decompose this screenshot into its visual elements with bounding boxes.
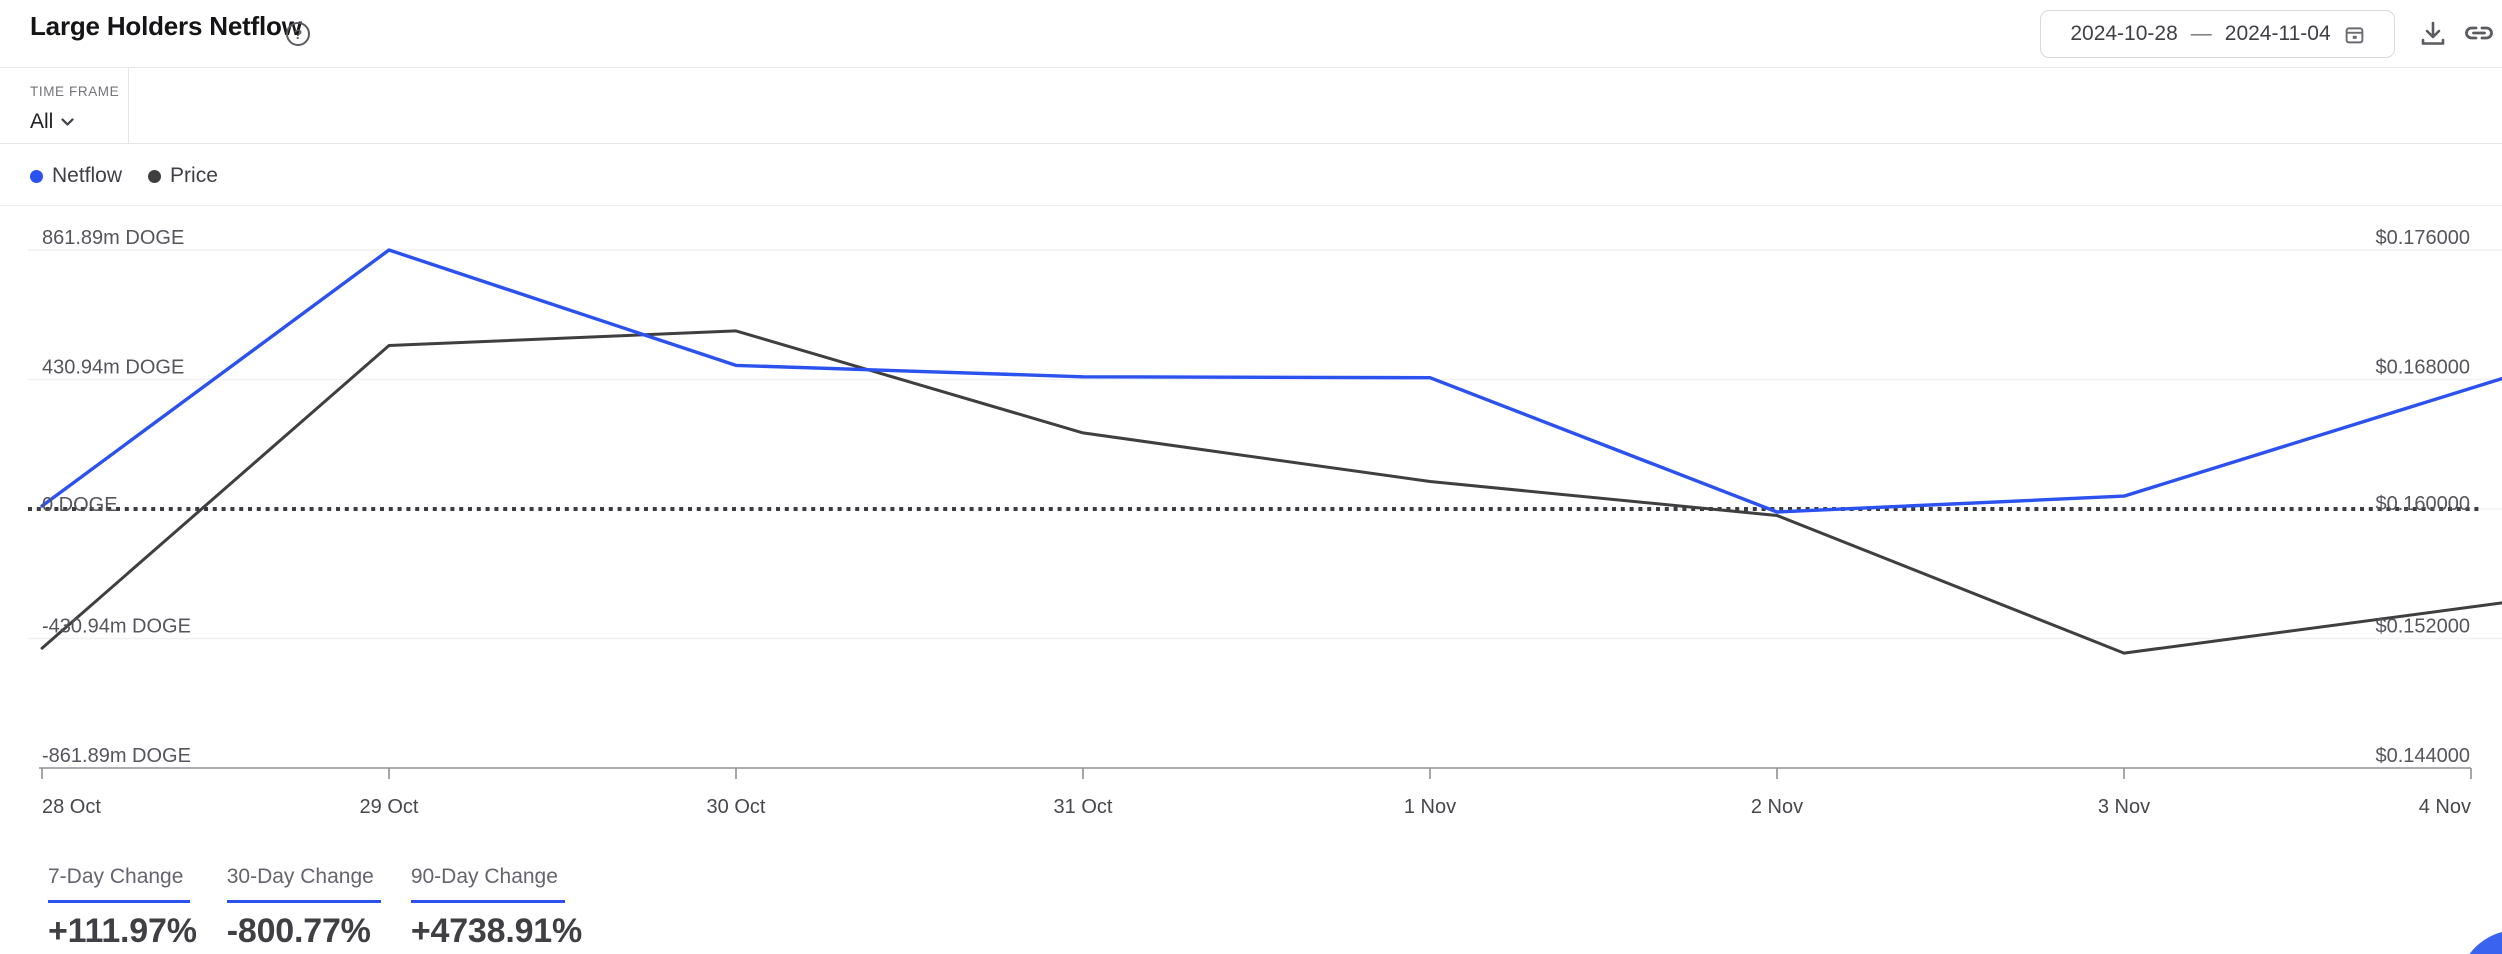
calendar-icon: [2345, 26, 2363, 43]
axis-label: 861.89m DOGE: [42, 227, 184, 249]
price-legend-dot: [148, 169, 162, 183]
price-legend-label: Price: [170, 164, 218, 187]
stat-7-day-change: 7-Day Change +111.97%: [48, 865, 197, 951]
netflow-line: [40, 248, 2502, 514]
help-icon-glyph: ?: [293, 26, 303, 42]
axis-label: 30 Oct: [707, 796, 766, 818]
axis-label: $0.168000: [2375, 357, 2470, 379]
netflow-legend-label: Netflow: [52, 164, 123, 187]
controls-divider: [0, 143, 2502, 144]
stat-label: 90-Day Change: [410, 865, 565, 903]
axis-label: 4 Nov: [2419, 796, 2471, 818]
axis-label: $0.176000: [2375, 227, 2470, 249]
chart-legend: Netflow Price: [30, 162, 218, 190]
date-range-end: 2024-11-04: [2224, 22, 2331, 45]
download-button[interactable]: [2415, 15, 2451, 51]
netflow-legend-dot: [30, 169, 43, 183]
axis-label: 0 DOGE: [42, 494, 118, 516]
axis-label: $0.144000: [2375, 745, 2470, 767]
time-frame-dropdown[interactable]: All: [30, 110, 74, 134]
stat-30-day-change: 30-Day Change -800.77%: [226, 865, 381, 951]
axis-label: 1 Nov: [1404, 796, 1456, 818]
date-range-start: 2024-10-28: [2070, 22, 2178, 45]
axis-label: 3 Nov: [2098, 796, 2150, 818]
axis-label: 28 Oct: [42, 796, 101, 818]
stat-value: +4738.91%: [410, 912, 583, 950]
copy-link-button[interactable]: [2459, 15, 2499, 51]
date-range-picker[interactable]: 2024-10-28 — 2024-11-04: [2040, 10, 2395, 58]
axis-label: 2 Nov: [1751, 796, 1803, 818]
axis-label: -430.94m DOGE: [42, 616, 191, 638]
axis-label: 430.94m DOGE: [42, 357, 184, 379]
legend-divider: [0, 205, 2502, 206]
help-icon[interactable]: ?: [286, 22, 310, 46]
axis-label: 31 Oct: [1054, 796, 1113, 818]
axis-label: $0.152000: [2375, 616, 2470, 638]
stat-label: 7-Day Change: [48, 865, 191, 903]
legend-item-price[interactable]: Price: [148, 164, 218, 188]
header-divider: [0, 67, 2502, 68]
time-frame-value: All: [30, 110, 54, 133]
axis-label: 29 Oct: [360, 796, 419, 818]
page-title: Large Holders Netflow: [30, 11, 302, 41]
change-stats: 7-Day Change +111.97% 30-Day Change -800…: [48, 865, 582, 951]
axis-label: $0.160000: [2375, 493, 2470, 515]
legend-item-netflow[interactable]: Netflow: [30, 164, 122, 188]
link-icon: [2465, 26, 2493, 40]
chat-bubble-button[interactable]: [2458, 930, 2502, 954]
axis-label: -861.89m DOGE: [42, 745, 191, 767]
stat-90-day-change: 90-Day Change +4738.91%: [410, 865, 583, 951]
time-frame-cell-border: [128, 68, 129, 143]
time-frame-label: TIME FRAME: [30, 84, 120, 99]
chevron-down-icon: [61, 117, 74, 126]
stat-value: -800.77%: [226, 912, 371, 950]
price-line: [40, 329, 2502, 655]
netflow-price-chart[interactable]: 861.89m DOGE 430.94m DOGE 0 DOGE -430.94m D…: [0, 206, 2502, 831]
date-range-separator: —: [2190, 22, 2212, 45]
stat-label: 30-Day Change: [226, 865, 381, 903]
stat-value: +111.97%: [48, 912, 197, 950]
download-icon: [2421, 21, 2445, 45]
